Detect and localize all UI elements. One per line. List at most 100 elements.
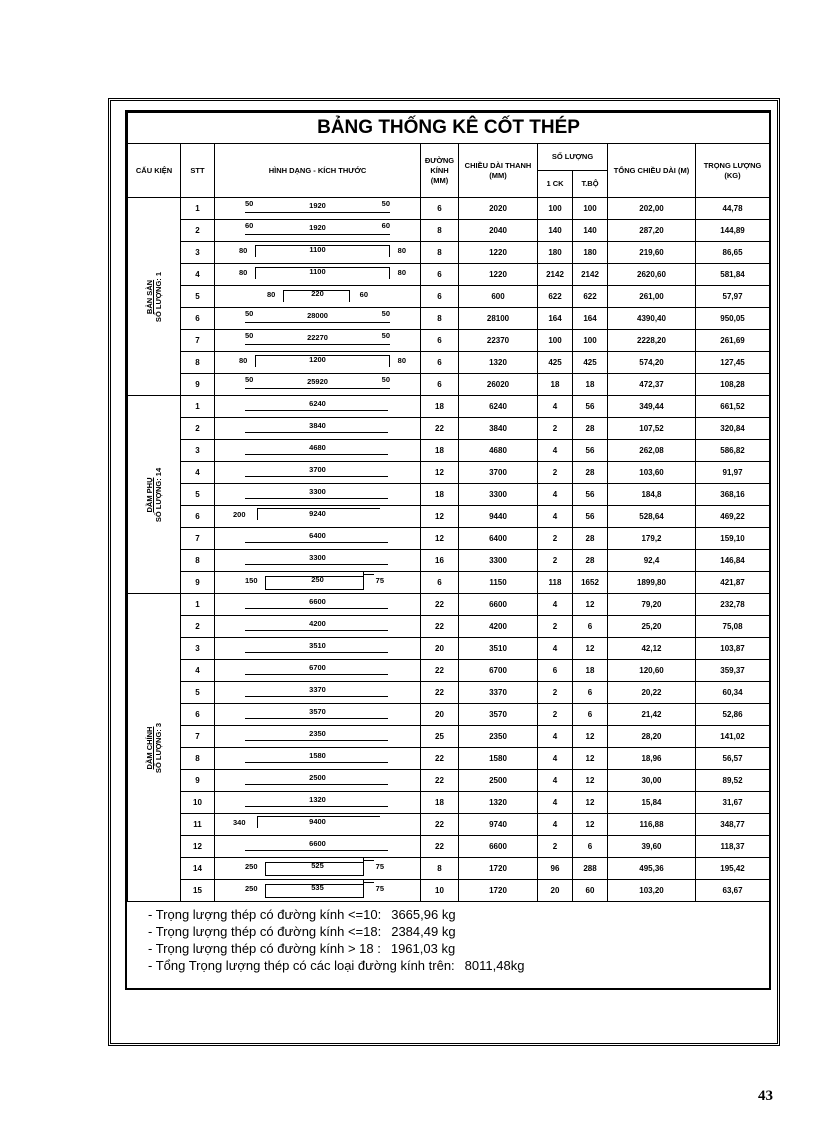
bar-length: 1320 — [309, 795, 326, 804]
bar-line — [245, 850, 388, 851]
hook-right-label: 50 — [381, 309, 390, 318]
section-count: SỐ LƯỢNG: 3 — [154, 722, 163, 773]
cell-qty-1ck: 180 — [537, 241, 573, 264]
section-label: DẦM PHỤ SỐ LƯỢNG: 14 — [127, 395, 181, 594]
cell-qty-1ck: 4 — [537, 791, 573, 814]
bar-line — [245, 608, 388, 609]
cell-shape: 80 1100 80 — [214, 263, 421, 286]
cell-shape: 80 1200 80 — [214, 351, 421, 374]
bar-length: 22270 — [307, 333, 328, 342]
cell-stt: 9 — [180, 769, 215, 792]
cell-total-length: 20,22 — [607, 681, 696, 704]
cell-total-length: 103,20 — [607, 879, 696, 902]
cell-stt: 7 — [180, 527, 215, 550]
hook-right-label: 60 — [381, 221, 390, 230]
table-row: 5 80 220 60 6 600 622 622 261,00 57,97 — [128, 285, 771, 308]
cell-qty-total: 140 — [572, 219, 608, 242]
cell-weight: 31,67 — [694, 791, 771, 814]
cell-shape: 3300 — [214, 483, 421, 506]
cell-diameter: 20 — [420, 703, 459, 726]
bar-length: 3300 — [309, 553, 326, 562]
hook-right-label: 50 — [381, 375, 390, 384]
leg-left-label: 200 — [233, 510, 246, 519]
table-row: 7 50 22270 50 6 22370 100 100 2228,20 261,69 — [128, 329, 771, 352]
bar-length: 4680 — [309, 443, 326, 452]
cell-bar-length: 3300 — [458, 483, 538, 506]
bar-line — [257, 816, 380, 817]
cell-diameter: 22 — [420, 593, 459, 616]
cell-total-length: 528,64 — [607, 505, 696, 528]
cell-shape: 340 9400 — [214, 813, 421, 836]
cell-qty-total: 56 — [572, 439, 608, 462]
cell-qty-total: 28 — [572, 549, 608, 572]
cell-qty-total: 6 — [572, 681, 608, 704]
hook-left-label: 50 — [245, 199, 254, 208]
cell-shape: 80 1100 80 — [214, 241, 421, 264]
bar-length: 3300 — [309, 487, 326, 496]
leg-right-label: 80 — [397, 246, 406, 255]
summary-value: 8011,48kg — [464, 958, 525, 973]
cell-shape: 50 28000 50 — [214, 307, 421, 330]
cell-qty-total: 60 — [572, 879, 608, 902]
bar-length: 1580 — [309, 751, 326, 760]
cell-total-length: 202,00 — [607, 197, 696, 220]
cell-weight: 91,97 — [694, 461, 771, 484]
bar-length: 3570 — [309, 707, 326, 716]
cell-qty-1ck: 4 — [537, 725, 573, 748]
table-row: 4 80 1100 80 6 1220 2142 2142 2620,60 581,84 — [128, 263, 771, 286]
cell-weight: 44,78 — [694, 197, 771, 220]
bar-line — [245, 498, 388, 499]
cell-stt: 2 — [180, 219, 215, 242]
bar-length: 3510 — [309, 641, 326, 650]
cell-stt: 2 — [180, 417, 215, 440]
bar-line — [245, 410, 388, 411]
cell-diameter: 10 — [420, 879, 459, 902]
cell-diameter: 6 — [420, 263, 459, 286]
cell-qty-1ck: 4 — [537, 439, 573, 462]
summary-line: - Trọng lượng thép có đường kính <=10: 36… — [148, 906, 769, 923]
summary-label: - Trọng lượng thép có đường kính <=18: — [148, 924, 382, 939]
cell-total-length: 18,96 — [607, 747, 696, 770]
table-row: 8 80 1200 80 6 1320 425 425 574,20 127,45 — [128, 351, 771, 374]
cell-bar-length: 2500 — [458, 769, 538, 792]
cell-weight: 950,05 — [694, 307, 771, 330]
cell-bar-length: 1720 — [458, 857, 538, 880]
cell-stt: 6 — [180, 703, 215, 726]
cell-bar-length: 3840 — [458, 417, 538, 440]
cell-qty-total: 12 — [572, 725, 608, 748]
cell-shape: 6700 — [214, 659, 421, 682]
cell-qty-total: 288 — [572, 857, 608, 880]
cell-qty-total: 2142 — [572, 263, 608, 286]
cell-diameter: 22 — [420, 769, 459, 792]
cell-total-length: 262,08 — [607, 439, 696, 462]
cell-diameter: 22 — [420, 417, 459, 440]
summary-label: - Trọng lượng thép có đường kính > 18 : — [148, 941, 381, 956]
cell-stt: 4 — [180, 461, 215, 484]
header-so-luong: SỐ LƯỢNG — [537, 143, 608, 171]
cell-qty-1ck: 4 — [537, 483, 573, 506]
table-row: 7 2350 25 2350 4 12 28,20 141,02 — [128, 725, 771, 748]
section-label: DẦM CHÍNH SỐ LƯỢNG: 3 — [127, 593, 181, 902]
cell-total-length: 25,20 — [607, 615, 696, 638]
bar-length: 1920 — [309, 223, 326, 232]
table-row: 11 340 9400 22 9740 4 12 116,88 348,77 — [128, 813, 771, 836]
bar-line — [245, 806, 388, 807]
hook-left-label: 50 — [245, 309, 254, 318]
summary-line: - Trọng lượng thép có đường kính <=18: 23… — [148, 923, 769, 940]
cell-stt: 1 — [180, 197, 215, 220]
section-name: BẢN SÀN — [145, 279, 154, 314]
cell-stt: 3 — [180, 241, 215, 264]
stirrup-left-label: 250 — [245, 862, 258, 871]
cell-shape: 3300 — [214, 549, 421, 572]
cell-qty-1ck: 2 — [537, 461, 573, 484]
hook-left-label: 50 — [245, 331, 254, 340]
cell-total-length: 495,36 — [607, 857, 696, 880]
cell-diameter: 20 — [420, 637, 459, 660]
cell-shape: 3700 — [214, 461, 421, 484]
cell-weight: 581,84 — [694, 263, 771, 286]
cell-qty-1ck: 4 — [537, 395, 573, 418]
cell-stt: 2 — [180, 615, 215, 638]
cell-shape: 150 250 75 — [214, 571, 421, 594]
cell-qty-1ck: 20 — [537, 879, 573, 902]
